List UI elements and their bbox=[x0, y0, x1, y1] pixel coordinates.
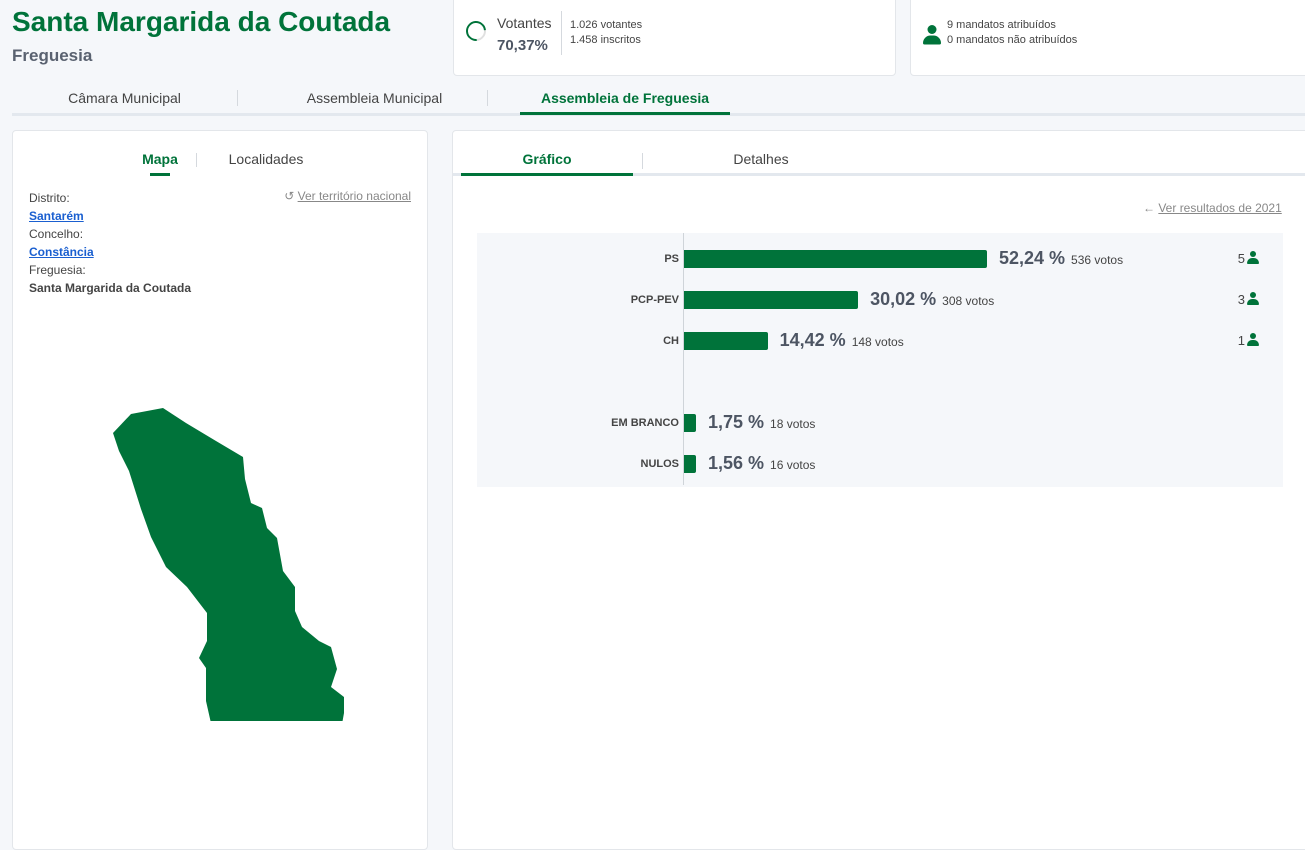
party-votes: 536 votos bbox=[1071, 253, 1124, 267]
person-icon bbox=[1247, 292, 1259, 305]
person-icon bbox=[923, 25, 950, 55]
district-label: Distrito: bbox=[29, 191, 70, 205]
person-icon bbox=[1247, 333, 1259, 346]
turnout-percent: 70,37% bbox=[497, 37, 548, 54]
party-seats: 5 bbox=[1238, 251, 1259, 266]
voters-count: 1.026 votantes bbox=[570, 19, 643, 31]
turnout-card: Votantes 70,37% 1.026 votantes 1.458 ins… bbox=[453, 0, 896, 76]
previous-results-link[interactable]: ← Ver resultados de 2021 bbox=[1143, 201, 1282, 215]
map-panel: Mapa Localidades ↺ Ver território nacion… bbox=[12, 130, 428, 850]
mandates-unassigned: 0 mandatos não atribuídos bbox=[947, 34, 1078, 46]
party-votes: 16 votos bbox=[770, 458, 816, 472]
party-bar[interactable] bbox=[684, 455, 696, 473]
chart-axis bbox=[683, 233, 684, 485]
tab-mapa[interactable]: Mapa bbox=[142, 151, 178, 167]
party-seats: 1 bbox=[1238, 333, 1259, 348]
national-territory-link[interactable]: ↺ Ver território nacional bbox=[284, 189, 411, 203]
party-percent: 52,24 % 536 votos bbox=[998, 248, 1124, 268]
party-percent: 30,02 % 308 votos bbox=[870, 289, 995, 309]
tab-camara-municipal[interactable]: Câmara Municipal bbox=[68, 90, 181, 106]
chart-row: PCP-PEV 30,02 % 308 votos 3 bbox=[477, 289, 1283, 310]
chart-row: PS 52,24 % 536 votos 5 bbox=[477, 248, 1283, 269]
chart-row: NULOS 1,56 % 16 votos bbox=[477, 453, 1283, 474]
party-votes: 308 votos bbox=[942, 294, 995, 308]
party-percent: 1,75 % 18 votos bbox=[708, 412, 816, 432]
person-icon bbox=[1247, 251, 1259, 264]
results-panel: Gráfico Detalhes ← Ver resultados de 202… bbox=[452, 130, 1305, 850]
party-seats: 3 bbox=[1238, 292, 1259, 307]
chart-row: CH 14,42 % 148 votos 1 bbox=[477, 330, 1283, 351]
party-votes: 148 votos bbox=[851, 335, 904, 349]
parish-name: Santa Margarida da Coutada bbox=[29, 281, 192, 295]
council-link[interactable]: Constância bbox=[29, 245, 94, 259]
election-tabs: Câmara Municipal Assembleia Municipal As… bbox=[12, 84, 1305, 116]
tab-detalhes[interactable]: Detalhes bbox=[733, 151, 789, 167]
page-subtitle: Freguesia bbox=[12, 46, 93, 65]
party-bar[interactable] bbox=[684, 332, 768, 350]
undo-icon: ↺ bbox=[284, 189, 295, 203]
page-title: Santa Margarida da Coutada bbox=[12, 6, 391, 37]
mandates-assigned: 9 mandatos atribuídos bbox=[947, 19, 1056, 31]
registered-count: 1.458 inscritos bbox=[570, 34, 641, 46]
party-label: CH bbox=[663, 335, 679, 347]
party-percent: 14,42 % 148 votos bbox=[779, 330, 904, 350]
party-votes: 18 votos bbox=[770, 417, 816, 431]
tab-grafico[interactable]: Gráfico bbox=[522, 151, 572, 167]
turnout-ring-icon bbox=[461, 16, 491, 46]
tab-localidades[interactable]: Localidades bbox=[228, 151, 304, 167]
parish-label: Freguesia: bbox=[29, 263, 86, 277]
party-bar[interactable] bbox=[684, 250, 987, 268]
chart-row: EM BRANCO 1,75 % 18 votos bbox=[477, 412, 1283, 433]
party-bar[interactable] bbox=[684, 414, 696, 432]
mandates-card: 9 mandatos atribuídos 0 mandatos não atr… bbox=[910, 0, 1305, 76]
parish-shape[interactable] bbox=[113, 408, 344, 721]
party-label: PS bbox=[664, 253, 679, 265]
party-bar[interactable] bbox=[684, 291, 859, 309]
turnout-label: Votantes bbox=[497, 15, 552, 31]
tab-assembleia-freguesia[interactable]: Assembleia de Freguesia bbox=[540, 90, 710, 106]
council-label: Concelho: bbox=[29, 227, 84, 241]
party-label: PCP-PEV bbox=[630, 294, 679, 306]
party-label: NULOS bbox=[640, 458, 680, 470]
results-chart: PS 52,24 % 536 votos 5 PCP-PEV 30,02 % 308 vot… bbox=[477, 233, 1283, 487]
tab-assembleia-municipal[interactable]: Assembleia Municipal bbox=[306, 90, 443, 106]
arrow-left-icon: ← bbox=[1143, 201, 1155, 215]
district-link[interactable]: Santarém bbox=[29, 209, 84, 223]
party-label: EM BRANCO bbox=[611, 417, 679, 429]
party-percent: 1,56 % 16 votos bbox=[708, 453, 816, 473]
